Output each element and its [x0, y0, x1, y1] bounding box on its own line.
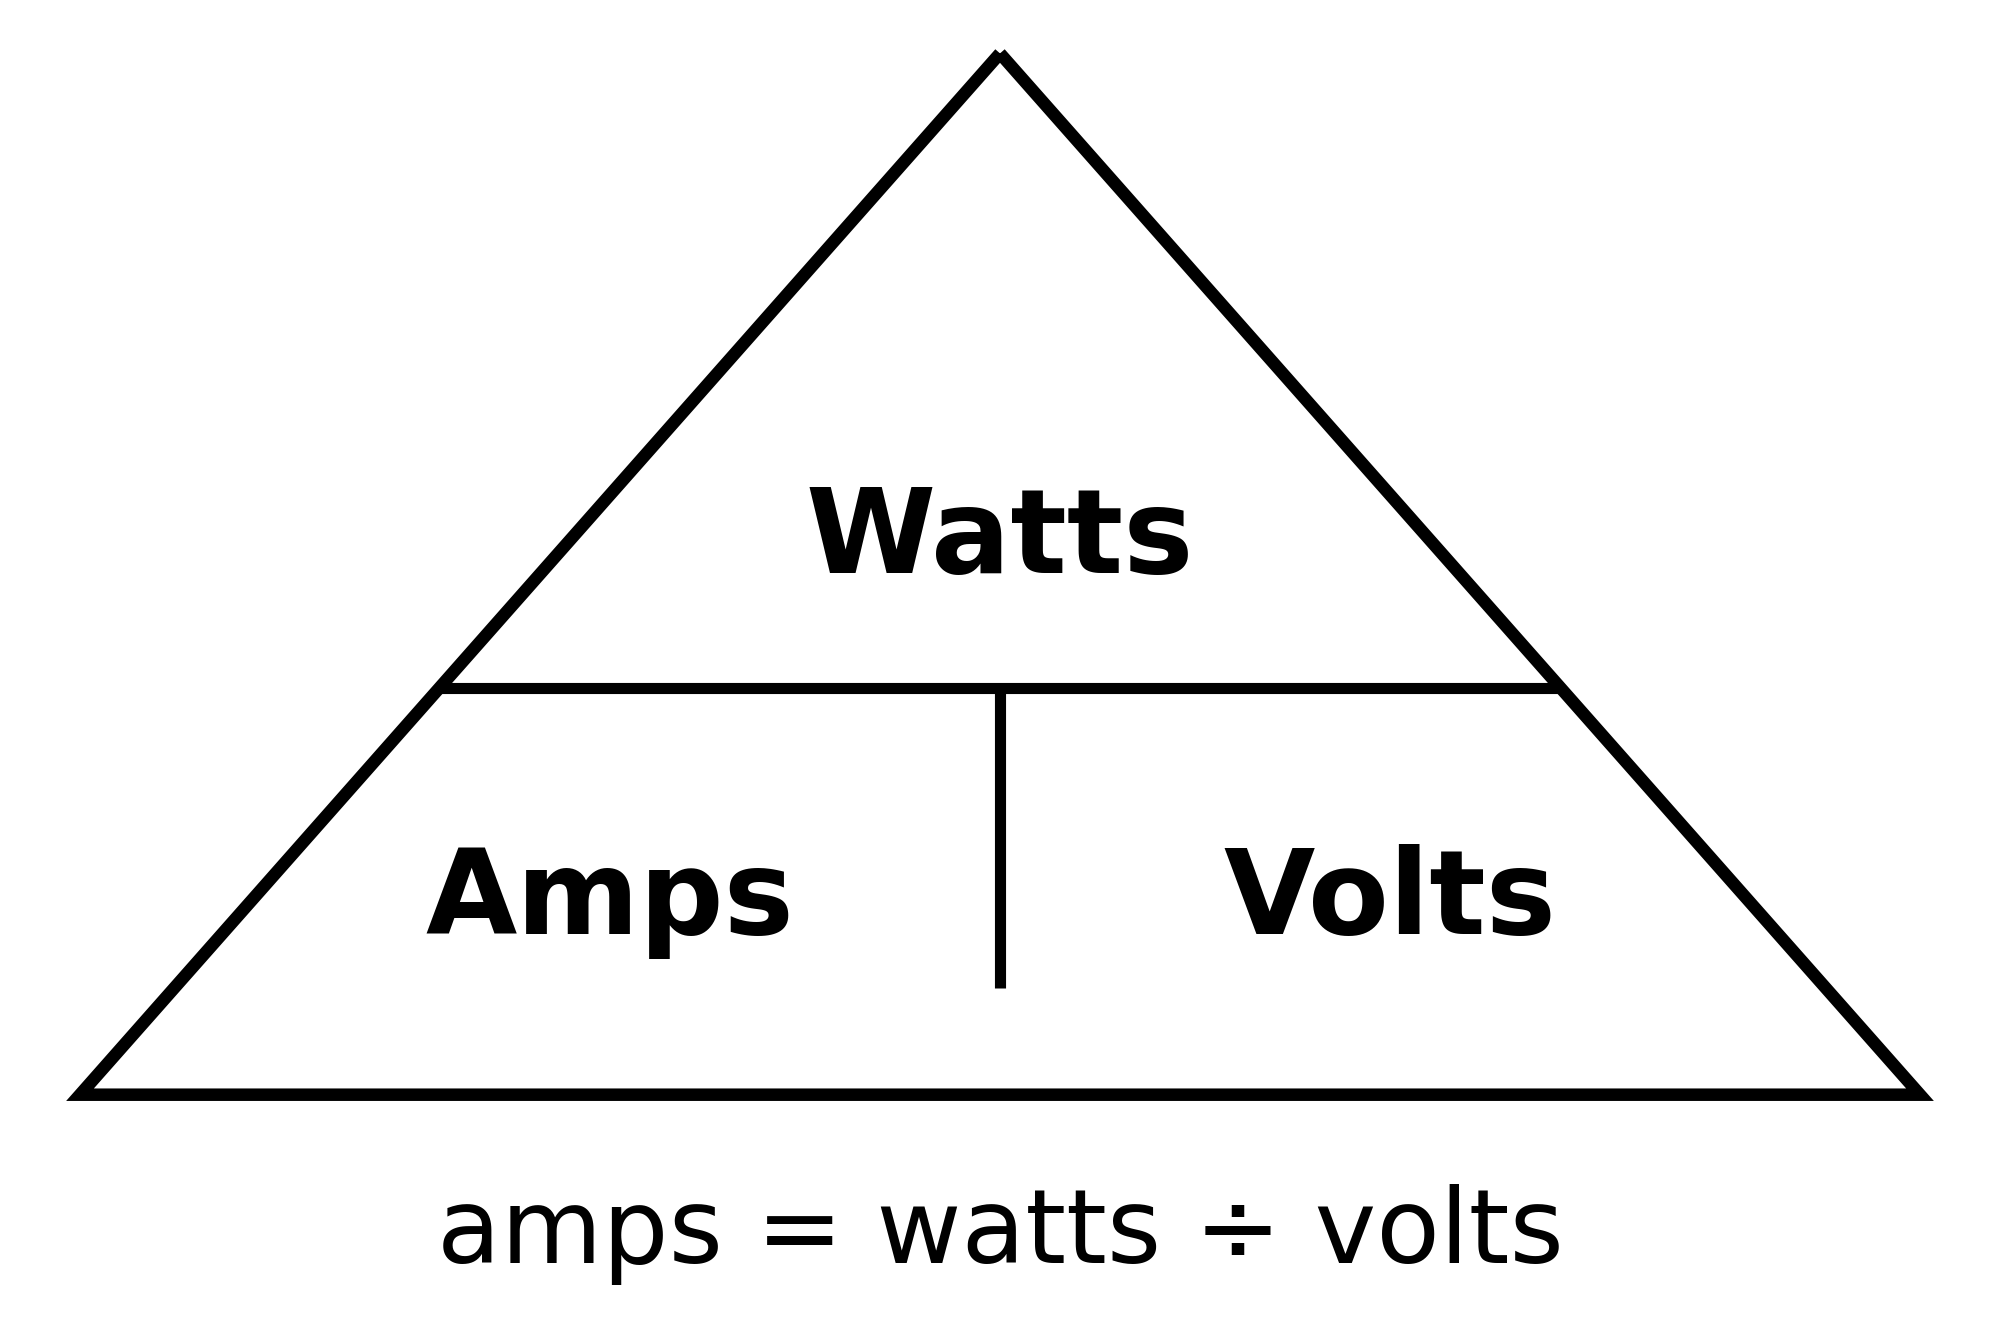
Text: Volts: Volts — [1224, 844, 1556, 959]
Text: amps = watts ÷ volts: amps = watts ÷ volts — [436, 1184, 1564, 1286]
Text: Amps: Amps — [426, 844, 794, 959]
Text: Watts: Watts — [806, 483, 1194, 598]
